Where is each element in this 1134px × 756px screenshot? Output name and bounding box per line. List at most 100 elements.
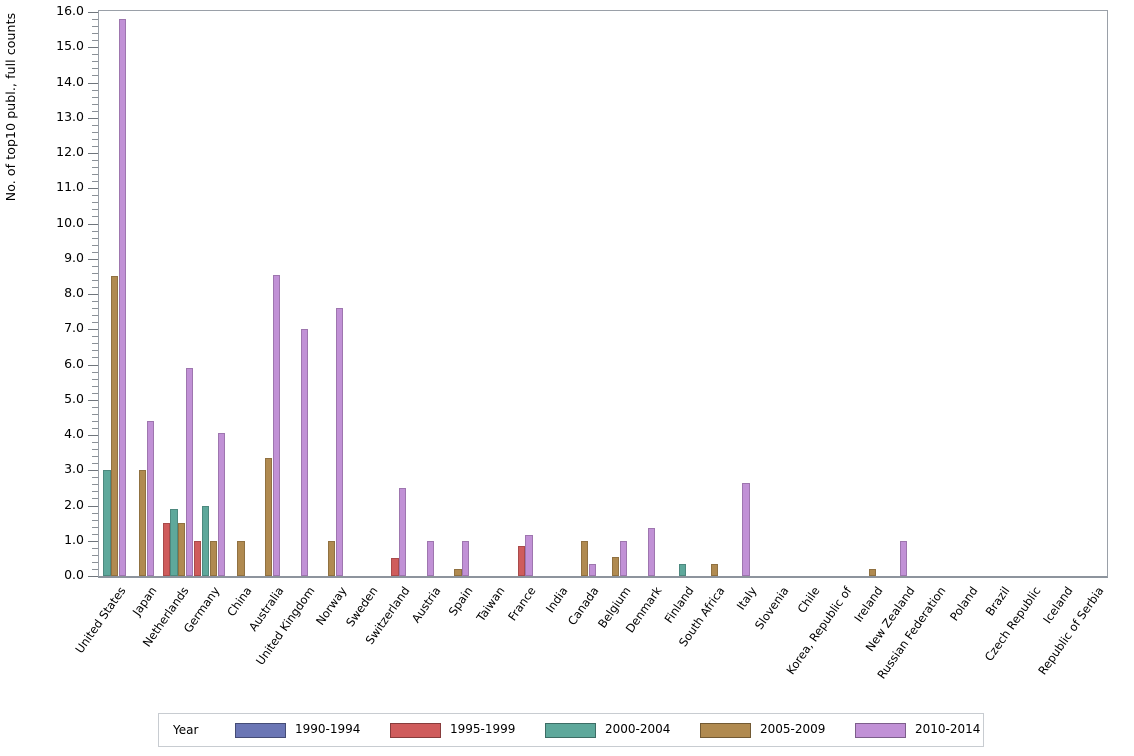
x-axis-label-wrap: Spain bbox=[446, 584, 476, 618]
bars-layer bbox=[99, 11, 1107, 576]
bar bbox=[647, 528, 655, 576]
y-axis-minor-tick bbox=[92, 131, 98, 133]
bar bbox=[426, 540, 434, 576]
y-axis-minor-tick bbox=[92, 456, 98, 458]
y-axis-tick-label: 14.0 bbox=[56, 73, 84, 89]
y-axis-minor-tick bbox=[92, 68, 98, 70]
y-axis-tick-label: 4.0 bbox=[64, 426, 84, 441]
y-axis-tick bbox=[88, 576, 98, 577]
y-axis-minor-tick bbox=[92, 96, 98, 98]
bar bbox=[679, 563, 687, 576]
y-axis-tick-label: 5.0 bbox=[64, 390, 84, 406]
y-axis-tick bbox=[88, 82, 98, 84]
y-axis-tick bbox=[88, 223, 98, 225]
y-axis-tick bbox=[88, 364, 98, 366]
y-axis-minor-tick bbox=[92, 209, 98, 211]
bar bbox=[201, 505, 210, 576]
y-axis-minor-tick bbox=[92, 561, 98, 563]
bar bbox=[620, 540, 628, 576]
bar bbox=[103, 470, 111, 576]
bar bbox=[328, 540, 336, 576]
x-axis-label-wrap: Chile bbox=[795, 584, 823, 616]
y-axis-minor-tick bbox=[92, 160, 98, 162]
x-axis-label-wrap: United Kingdom bbox=[253, 584, 317, 668]
bar bbox=[300, 329, 308, 576]
y-axis-minor-tick bbox=[92, 378, 98, 380]
y-axis-minor-tick bbox=[92, 477, 98, 479]
bar bbox=[170, 509, 178, 576]
bar bbox=[462, 540, 470, 576]
bar bbox=[118, 19, 127, 576]
bar bbox=[612, 556, 620, 576]
x-axis-tick-label: Austria bbox=[409, 584, 444, 626]
x-axis-tick-label: Brazil bbox=[982, 584, 1012, 619]
x-axis-label-wrap: United States bbox=[72, 584, 128, 656]
legend-color-swatch bbox=[235, 723, 286, 738]
legend-title: Year bbox=[173, 723, 199, 737]
y-axis-minor-tick bbox=[92, 286, 98, 288]
bar bbox=[588, 563, 596, 576]
bar bbox=[111, 276, 119, 576]
y-axis-minor-tick bbox=[92, 230, 98, 232]
y-axis-minor-tick bbox=[92, 61, 98, 63]
y-axis-tick-label: 7.0 bbox=[64, 320, 84, 336]
y-axis-minor-tick bbox=[92, 512, 98, 514]
bar bbox=[138, 470, 147, 576]
y-axis-tick bbox=[88, 294, 98, 295]
y-axis-minor-tick bbox=[92, 350, 98, 352]
y-axis-tick-label: 8.0 bbox=[64, 285, 84, 300]
x-axis-label-wrap: Austria bbox=[409, 584, 444, 625]
y-axis-minor-tick bbox=[92, 237, 98, 239]
y-axis-title: No. of top10 publ., full counts bbox=[3, 12, 18, 202]
y-axis-minor-tick bbox=[92, 75, 98, 77]
y-axis-minor-tick bbox=[92, 26, 98, 28]
y-axis-minor-tick bbox=[92, 322, 98, 324]
bar bbox=[194, 540, 202, 576]
y-axis-minor-tick bbox=[92, 195, 98, 197]
y-axis-tick-label: 12.0 bbox=[56, 144, 84, 159]
y-axis-minor-tick bbox=[92, 202, 98, 204]
y-axis-minor-tick bbox=[92, 301, 98, 303]
y-axis-minor-tick bbox=[92, 547, 98, 549]
plot-area bbox=[98, 10, 1108, 578]
y-axis-tick-label: 15.0 bbox=[56, 38, 84, 54]
legend-item-label: 2005-2009 bbox=[760, 722, 826, 736]
x-axis-tick-label: France bbox=[505, 584, 539, 624]
y-axis-minor-tick bbox=[92, 167, 98, 169]
bar bbox=[454, 568, 462, 576]
y-axis-minor-tick bbox=[92, 343, 98, 345]
x-axis-label-wrap: China bbox=[224, 584, 254, 619]
bar bbox=[525, 535, 533, 576]
x-axis-tick-label: Spain bbox=[445, 584, 476, 619]
bar bbox=[391, 558, 399, 576]
x-axis-tick-label: Chile bbox=[794, 584, 823, 616]
legend: Year 1990-1994 1995-1999 2000-2004 2005-200… bbox=[158, 713, 984, 747]
bar bbox=[162, 523, 170, 576]
y-axis-tick-label: 6.0 bbox=[64, 355, 84, 371]
x-axis-label-wrap: Japan bbox=[130, 584, 160, 618]
legend-item-label: 1990-1994 bbox=[295, 722, 361, 736]
y-axis-tick-label: 2.0 bbox=[64, 496, 84, 512]
x-axis-tick-label: Taiwan bbox=[473, 584, 507, 625]
y-axis-tick bbox=[88, 47, 98, 49]
y-axis-tick bbox=[88, 505, 98, 507]
y-axis-minor-tick bbox=[92, 216, 98, 218]
x-axis-tick-label: Korea, Republic of bbox=[783, 584, 855, 678]
y-axis-minor-tick bbox=[92, 568, 98, 570]
bar bbox=[868, 568, 876, 576]
x-axis-label-wrap: Italy bbox=[734, 584, 760, 612]
x-axis-tick-label: Poland bbox=[946, 584, 981, 624]
bar bbox=[237, 540, 245, 576]
x-axis-tick-label: India bbox=[542, 584, 571, 616]
x-axis-label-wrap: Taiwan bbox=[473, 584, 507, 624]
x-axis-tick-label: United Kingdom bbox=[253, 584, 318, 668]
y-axis-minor-tick bbox=[92, 315, 98, 317]
y-axis-minor-tick bbox=[92, 392, 98, 394]
x-axis-label-wrap: Brazil bbox=[982, 584, 1012, 618]
bar bbox=[399, 487, 407, 576]
x-axis-label-wrap: Poland bbox=[947, 584, 980, 623]
y-axis-minor-tick bbox=[92, 40, 98, 42]
y-axis-minor-tick bbox=[92, 498, 98, 500]
legend-color-swatch bbox=[855, 723, 906, 738]
